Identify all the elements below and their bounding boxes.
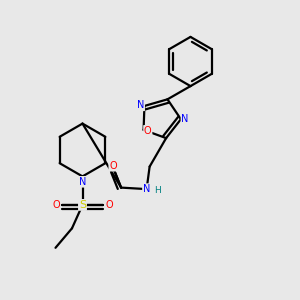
Text: O: O [109, 161, 117, 171]
Text: N: N [182, 114, 189, 124]
Text: O: O [52, 200, 60, 210]
Text: N: N [79, 177, 86, 187]
Text: H: H [154, 186, 160, 195]
Text: N: N [143, 184, 150, 194]
Text: S: S [79, 200, 86, 210]
Text: O: O [144, 126, 152, 136]
Text: O: O [105, 200, 113, 210]
Text: N: N [137, 100, 144, 110]
